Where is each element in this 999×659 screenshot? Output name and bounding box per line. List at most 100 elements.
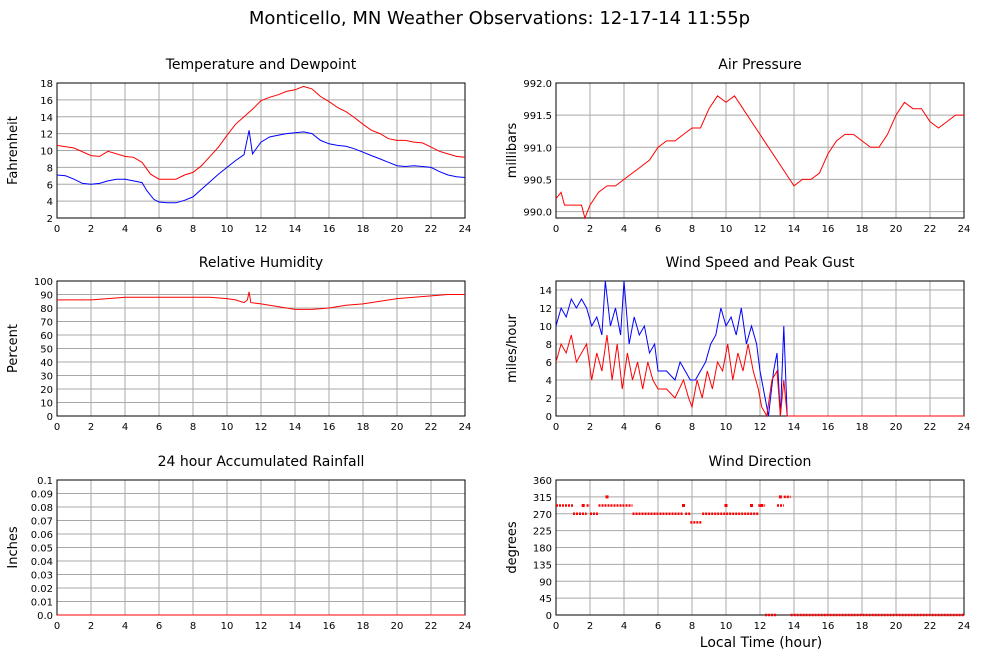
chart-title: Temperature and Dewpoint: [165, 57, 357, 73]
series-line-1: [57, 291, 465, 310]
page-title: Monticello, MN Weather Observations: 12-…: [248, 8, 751, 29]
y-tick-label: 8: [546, 340, 552, 351]
chart-title: Relative Humidity: [199, 255, 323, 271]
x-tick-label: 4: [122, 621, 128, 632]
y-tick-label: 4: [546, 376, 552, 387]
y-tick-label: 0.04: [31, 557, 53, 568]
x-tick-label: 24: [958, 621, 971, 632]
y-tick-label: 0.05: [31, 544, 53, 555]
x-tick-label: 22: [924, 422, 937, 433]
x-tick-label: 20: [391, 224, 404, 235]
x-tick-label: 22: [924, 224, 937, 235]
y-axis-title: Inches: [6, 526, 21, 568]
x-tick-label: 0: [553, 422, 559, 433]
x-tick-label: 0: [54, 621, 60, 632]
y-tick-label: 12: [40, 130, 53, 141]
x-tick-label: 4: [122, 224, 128, 235]
x-tick-label: 18: [357, 422, 370, 433]
y-tick-label: 14: [40, 113, 53, 124]
x-tick-label: 20: [391, 621, 404, 632]
x-tick-label: 10: [720, 621, 733, 632]
x-tick-label: 6: [156, 621, 162, 632]
x-tick-label: 0: [54, 422, 60, 433]
x-tick-label: 24: [459, 422, 472, 433]
x-tick-label: 6: [156, 224, 162, 235]
y-tick-label: 4: [47, 197, 53, 208]
y-tick-label: 990.5: [523, 175, 552, 186]
x-tick-label: 22: [425, 224, 438, 235]
x-tick-label: 14: [289, 224, 302, 235]
series-line-2: [56, 130, 466, 204]
y-axis-title: Percent: [6, 324, 21, 373]
y-tick-label: 0: [546, 412, 552, 423]
y-tick-label: 0.08: [31, 503, 53, 514]
y-tick-label: 6: [546, 358, 552, 369]
y-tick-label: 70: [40, 318, 53, 329]
x-tick-label: 6: [655, 422, 661, 433]
x-tick-label: 0: [54, 224, 60, 235]
plot-frame: [56, 82, 466, 219]
series-line-1: [56, 85, 466, 180]
plot-frame: [56, 280, 466, 417]
x-tick-label: 2: [88, 422, 94, 433]
series-line-2: [555, 334, 964, 418]
y-tick-label: 0.09: [31, 490, 53, 501]
y-tick-label: 990.0: [523, 208, 552, 219]
x-tick-label: 2: [88, 224, 94, 235]
x-tick-label: 2: [587, 224, 593, 235]
x-tick-label: 22: [425, 422, 438, 433]
y-tick-label: 18: [40, 79, 53, 90]
y-tick-label: 90: [40, 291, 53, 302]
x-tick-label: 10: [221, 621, 234, 632]
x-tick-label: 14: [788, 621, 801, 632]
y-tick-label: 135: [533, 560, 552, 571]
y-axis-title: millibars: [505, 123, 520, 179]
y-tick-label: 60: [40, 331, 53, 342]
y-tick-label: 90: [539, 577, 552, 588]
y-tick-label: 40: [40, 358, 53, 369]
x-tick-label: 8: [689, 224, 695, 235]
y-tick-label: 8: [47, 163, 53, 174]
y-axis-title: degrees: [505, 521, 520, 574]
x-tick-label: 6: [655, 621, 661, 632]
x-tick-label: 14: [788, 224, 801, 235]
x-tick-label: 2: [587, 621, 593, 632]
y-tick-label: 2: [546, 394, 552, 405]
y-tick-label: 10: [40, 147, 53, 158]
y-tick-label: 0.02: [31, 584, 53, 595]
x-tick-label: 20: [890, 422, 903, 433]
plot-frame: [555, 479, 965, 616]
x-tick-label: 22: [425, 621, 438, 632]
y-tick-label: 12: [539, 304, 552, 315]
chart-title: Wind Speed and Peak Gust: [666, 255, 855, 271]
x-tick-label: 20: [890, 224, 903, 235]
direction-point: [605, 495, 609, 499]
y-tick-label: 30: [40, 372, 53, 383]
x-tick-label: 0: [553, 224, 559, 235]
y-tick-label: 0.06: [31, 530, 53, 541]
x-tick-label: 24: [958, 422, 971, 433]
chart-title: Air Pressure: [718, 57, 801, 73]
x-tick-label: 16: [822, 621, 835, 632]
x-tick-label: 10: [720, 422, 733, 433]
x-tick-label: 10: [221, 422, 234, 433]
x-tick-label: 6: [156, 422, 162, 433]
x-tick-label: 2: [587, 422, 593, 433]
x-tick-label: 24: [459, 224, 472, 235]
x-tick-label: 14: [289, 621, 302, 632]
y-tick-label: 10: [539, 322, 552, 333]
x-tick-label: 16: [323, 422, 336, 433]
direction-point: [760, 504, 764, 507]
x-tick-label: 8: [689, 422, 695, 433]
y-tick-label: 0.1: [37, 476, 53, 487]
y-axis-title: Fahrenheit: [6, 116, 21, 185]
x-tick-label: 12: [754, 422, 767, 433]
y-tick-label: 0.03: [31, 571, 53, 582]
x-tick-label: 14: [788, 422, 801, 433]
x-tick-label: 14: [289, 422, 302, 433]
direction-point: [750, 504, 753, 507]
direction-point: [581, 504, 585, 507]
